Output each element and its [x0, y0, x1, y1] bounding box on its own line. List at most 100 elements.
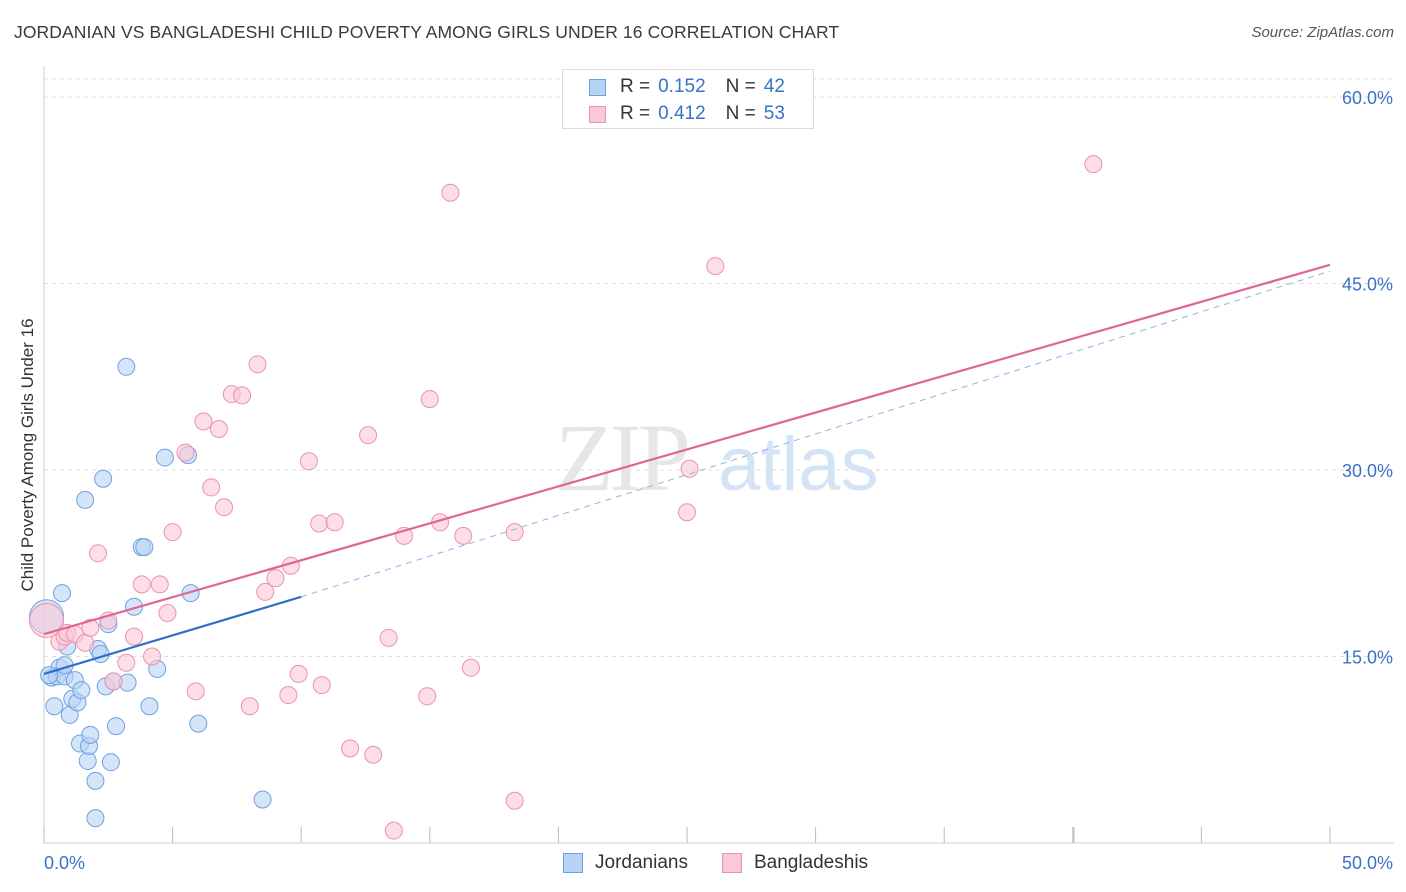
point-bangladeshi: [143, 647, 162, 666]
legend-swatch-blue: [563, 853, 583, 873]
trend-line-jordanians: [43, 595, 302, 675]
point-bangladeshi: [418, 687, 437, 706]
y-tick-label: 45.0%: [1342, 275, 1393, 295]
y-tick-label: 15.0%: [1342, 648, 1393, 668]
point-jordanian: [53, 584, 72, 603]
point-bangladeshi: [384, 821, 403, 840]
point-bangladeshi: [461, 658, 480, 677]
legend-item-bangladeshis[interactable]: Bangladeshis: [721, 852, 869, 874]
point-bangladeshi: [325, 513, 344, 532]
point-bangladeshi: [1084, 155, 1103, 174]
legend-swatch-pink: [589, 105, 606, 123]
point-jordanian: [94, 469, 113, 488]
point-bangladeshi: [150, 575, 169, 594]
point-jordanian: [107, 717, 126, 736]
point-bangladeshi: [163, 523, 182, 542]
gridlines: [44, 78, 1394, 657]
legend-row-bangladeshis: R = 0.412 N = 53: [589, 102, 785, 126]
point-jordanian: [189, 714, 208, 733]
point-bangladeshi: [680, 459, 699, 478]
point-jordanian: [135, 538, 154, 557]
legend-r-label: R =: [620, 76, 651, 97]
point-bangladeshi: [125, 627, 144, 646]
point-jordanian: [101, 753, 120, 772]
point-bangladeshi: [209, 419, 228, 438]
point-jordanian: [78, 751, 97, 770]
point-bangladeshi: [505, 523, 524, 542]
point-bangladeshi: [379, 628, 398, 647]
point-jordanian: [40, 666, 59, 685]
point-jordanian: [81, 725, 100, 744]
point-jordanian: [45, 697, 64, 716]
source-credit: Source: ZipAtlas.com: [1251, 24, 1394, 41]
y-axis-label: Child Poverty Among Girls Under 16: [18, 318, 37, 592]
correlation-legend: R = 0.152 N = 42 R = 0.412 N = 53: [562, 69, 814, 129]
legend-n-value: 53: [763, 103, 785, 124]
point-bangladeshi: [186, 682, 205, 701]
point-bangladeshi: [289, 664, 308, 683]
watermark: ZIP atlas: [555, 404, 879, 511]
point-bangladeshi: [29, 602, 65, 638]
legend-row-jordanians: R = 0.152 N = 42: [589, 75, 785, 99]
point-bangladeshi: [158, 603, 177, 622]
x-tick-label: 0.0%: [44, 853, 85, 873]
point-bangladeshi: [202, 478, 221, 497]
point-bangladeshi: [454, 526, 473, 545]
point-bangladeshi: [266, 569, 285, 588]
legend-r-value: 0.152: [658, 76, 706, 97]
trend-line-jordanians-extended: [301, 270, 1331, 598]
point-bangladeshi: [256, 582, 275, 601]
point-bangladeshi: [104, 672, 123, 691]
point-bangladeshi: [299, 452, 318, 471]
legend-n-value: 42: [763, 76, 785, 97]
point-jordanian: [155, 448, 174, 467]
point-bangladeshi: [76, 633, 95, 652]
point-bangladeshi: [341, 739, 360, 758]
tick-labels: 15.0% 30.0% 45.0% 60.0% 0.0% 50.0%: [44, 88, 1393, 873]
point-bangladeshi: [279, 686, 298, 705]
y-tick-label: 60.0%: [1342, 88, 1393, 108]
point-bangladeshi: [420, 390, 439, 409]
series-legend: Jordanians Bangladeshis: [563, 852, 902, 874]
point-bangladeshi: [248, 355, 267, 374]
y-tick-label: 30.0%: [1342, 461, 1393, 481]
chart-title: JORDANIAN VS BANGLADESHI CHILD POVERTY A…: [14, 22, 840, 42]
legend-n-label: N =: [725, 76, 756, 97]
point-bangladeshi: [194, 412, 213, 431]
point-bangladeshi: [81, 618, 100, 637]
point-bangladeshi: [505, 791, 524, 810]
point-bangladeshi: [310, 514, 329, 533]
legend-label-jordanians: Jordanians: [595, 852, 688, 873]
point-bangladeshi: [176, 443, 195, 462]
watermark-atlas: atlas: [718, 422, 879, 507]
point-bangladeshi: [364, 745, 383, 764]
point-bangladeshi: [240, 697, 259, 716]
legend-swatch-pink: [721, 853, 742, 873]
point-jordanian: [91, 645, 110, 664]
point-jordanian: [86, 809, 105, 828]
point-bangladeshi: [706, 257, 725, 276]
point-bangladeshi: [233, 386, 252, 405]
trend-lines: [43, 263, 1331, 675]
point-bangladeshi: [117, 653, 136, 672]
point-jordanian: [72, 681, 91, 700]
point-jordanian: [117, 357, 136, 376]
point-bangladeshi: [132, 575, 151, 594]
x-tick-label: 50.0%: [1342, 853, 1393, 873]
legend-r-label: R =: [620, 103, 651, 124]
legend-item-jordanians[interactable]: Jordanians: [563, 852, 688, 874]
watermark-zip: ZIP: [555, 404, 688, 511]
point-bangladeshi: [89, 544, 108, 563]
point-bangladeshi: [441, 183, 460, 202]
point-jordanian: [140, 697, 159, 716]
point-jordanian: [76, 490, 95, 509]
point-bangladeshi: [678, 503, 696, 522]
legend-label-bangladeshis: Bangladeshis: [753, 852, 869, 873]
point-jordanian: [86, 771, 105, 790]
point-jordanian: [253, 790, 272, 809]
legend-r-value: 0.412: [658, 103, 706, 124]
point-bangladeshi: [359, 426, 378, 445]
point-bangladeshi: [215, 498, 234, 517]
axes: [43, 66, 1394, 844]
